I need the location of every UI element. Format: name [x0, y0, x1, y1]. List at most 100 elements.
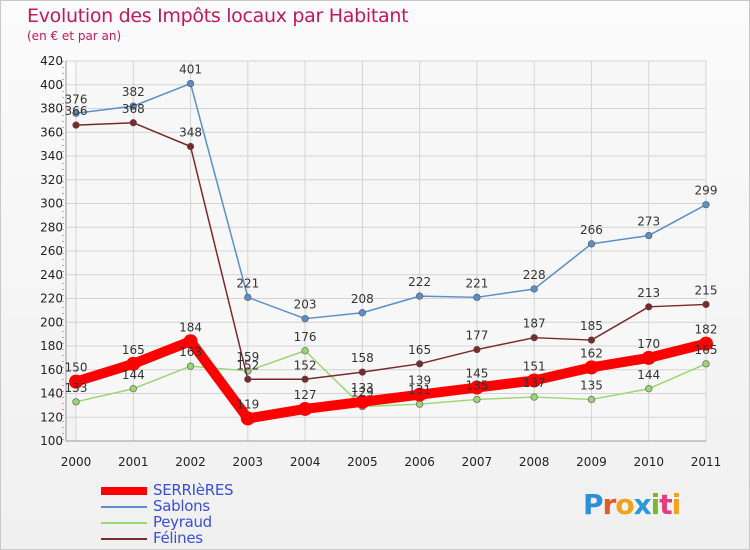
y-tick-label: 200 [40, 315, 63, 329]
data-label: 133 [65, 381, 88, 395]
data-label: 376 [65, 92, 88, 106]
data-label: 187 [523, 317, 546, 331]
data-label: 152 [236, 358, 259, 372]
data-point [702, 201, 710, 209]
data-point [416, 292, 424, 300]
data-label: 162 [580, 346, 603, 360]
data-label: 158 [351, 351, 374, 365]
data-point [186, 362, 195, 370]
legend-swatch [101, 487, 147, 495]
data-point [473, 395, 481, 404]
chart-subtitle: (en € et par an) [27, 29, 122, 43]
data-point [530, 393, 538, 401]
data-label: 208 [351, 292, 374, 306]
x-tick-label: 2008 [519, 455, 550, 469]
data-point [699, 336, 713, 351]
y-tick-label: 260 [40, 244, 63, 258]
data-point [186, 79, 195, 88]
data-point [301, 347, 309, 355]
y-tick-label: 300 [40, 197, 63, 211]
data-label: 215 [695, 283, 718, 297]
data-point [301, 315, 309, 323]
data-point [240, 411, 255, 426]
x-tick-label: 2006 [404, 455, 435, 469]
data-label: 228 [523, 268, 546, 282]
data-label: 131 [408, 383, 431, 397]
data-label: 221 [236, 276, 259, 290]
x-tick-label: 2005 [347, 455, 378, 469]
data-point [355, 394, 370, 409]
data-label: 401 [179, 63, 202, 77]
x-tick-label: 2007 [462, 455, 493, 469]
legend-swatch [101, 522, 147, 524]
x-tick-label: 2002 [175, 455, 206, 469]
data-label: 135 [465, 378, 488, 392]
series-line-peyraud [75, 350, 707, 408]
y-tick-label: 220 [40, 292, 63, 306]
data-point [641, 350, 656, 365]
x-tick-label: 2011 [691, 455, 722, 469]
x-tick-label: 2001 [118, 455, 149, 469]
data-label: 177 [465, 329, 488, 343]
x-tick-label: 2009 [576, 455, 607, 469]
data-label: 137 [523, 376, 546, 390]
y-tick-label: 340 [40, 149, 63, 163]
data-label: 176 [294, 330, 317, 344]
y-tick-label: 320 [40, 173, 63, 187]
data-label: 185 [580, 319, 603, 333]
data-point [469, 380, 484, 395]
y-tick-label: 140 [40, 387, 63, 401]
data-point [301, 375, 309, 383]
x-tick-label: 2004 [290, 455, 321, 469]
data-point [416, 360, 424, 368]
data-label: 221 [465, 276, 488, 290]
data-point [244, 293, 252, 301]
legend-label: Peyraud [153, 513, 212, 531]
data-point [129, 102, 137, 110]
data-point [298, 401, 313, 416]
data-label: 170 [637, 337, 660, 351]
data-point [473, 345, 481, 354]
y-tick-label: 240 [40, 268, 63, 282]
y-tick-label: 420 [40, 54, 63, 68]
x-tick-label: 2003 [233, 455, 264, 469]
data-point [129, 119, 137, 127]
data-point [72, 121, 80, 129]
data-label: 184 [179, 320, 202, 334]
data-point [416, 400, 424, 408]
data-label: 165 [695, 343, 718, 357]
data-label: 139 [408, 374, 431, 388]
y-tick-label: 160 [40, 363, 63, 377]
data-label: 135 [580, 378, 603, 392]
data-point [587, 336, 596, 344]
data-label: 119 [236, 397, 259, 411]
y-tick-label: 360 [40, 125, 63, 139]
data-point [645, 303, 653, 311]
legend-label: Félines [153, 529, 203, 547]
data-point [358, 309, 366, 317]
data-point [183, 334, 198, 349]
data-point [645, 385, 653, 393]
data-point [72, 109, 80, 117]
data-label: 382 [122, 85, 145, 99]
data-point [358, 368, 366, 376]
legend-label: Sablons [153, 497, 210, 515]
data-label: 145 [465, 367, 488, 381]
data-point [587, 395, 596, 404]
x-tick-label: 2000 [61, 455, 92, 469]
data-point [702, 360, 710, 368]
data-label: 152 [294, 358, 317, 372]
data-label: 266 [580, 223, 603, 237]
data-label: 163 [179, 345, 202, 359]
data-label: 133 [351, 381, 374, 395]
data-label: 144 [637, 368, 660, 382]
y-tick-label: 120 [40, 410, 63, 424]
data-point [587, 240, 596, 248]
y-tick-label: 280 [40, 220, 63, 234]
data-point [530, 285, 538, 293]
proxiti-logo: Proxiti [583, 488, 681, 521]
data-label: 159 [236, 350, 259, 364]
data-label: 222 [408, 275, 431, 289]
